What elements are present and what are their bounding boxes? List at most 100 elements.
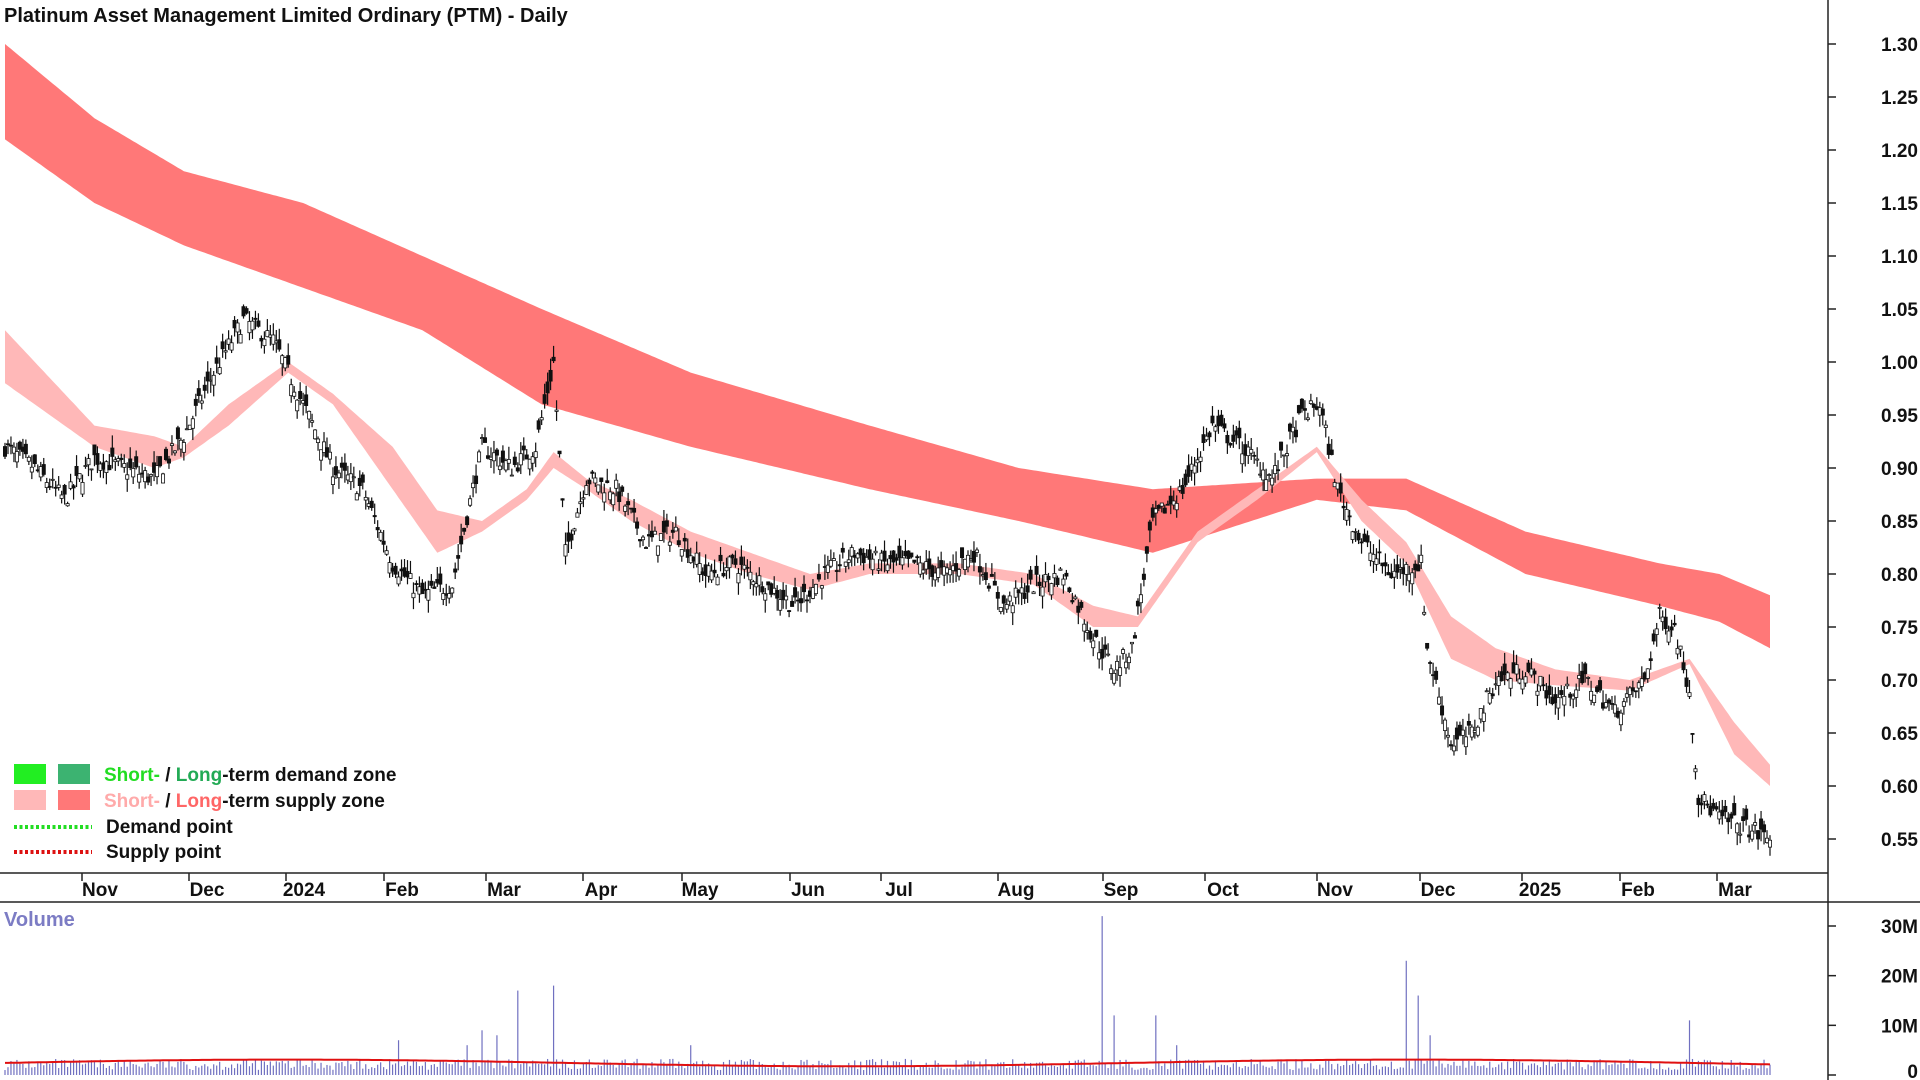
- candle-body: [1663, 616, 1668, 630]
- candle-body: [193, 398, 198, 406]
- candle-body: [372, 515, 377, 518]
- candle-body: [1484, 690, 1489, 693]
- candle-body: [957, 569, 962, 577]
- candle-body: [712, 569, 717, 574]
- candle-body: [354, 493, 359, 501]
- candle-body: [1040, 586, 1045, 597]
- candle-body: [918, 562, 923, 575]
- candle-body: [77, 473, 82, 480]
- candle-body: [602, 492, 607, 503]
- candle-body: [1025, 585, 1030, 593]
- candle-body: [146, 476, 151, 483]
- candle-body: [626, 501, 631, 506]
- candle-body: [1669, 626, 1674, 631]
- candle-body: [891, 550, 896, 563]
- candle-body: [44, 482, 49, 488]
- candle-body: [1639, 678, 1644, 687]
- candle-body: [17, 441, 22, 450]
- candle-body: [709, 570, 714, 581]
- candle-body: [14, 451, 19, 463]
- candle-body: [825, 564, 830, 573]
- time-tick-label: Oct: [1207, 880, 1239, 901]
- candle-body: [617, 491, 622, 503]
- candle-body: [8, 444, 13, 447]
- candle-body: [322, 441, 327, 453]
- candle-body: [477, 451, 482, 463]
- candle-body: [1547, 685, 1552, 695]
- candle-body: [1296, 405, 1301, 414]
- price-tick-label: 1.30: [1881, 35, 1918, 56]
- candle-body: [623, 505, 628, 512]
- candle-body: [867, 549, 872, 560]
- candle-body: [927, 558, 932, 570]
- candle-body: [578, 501, 583, 505]
- candle-body: [336, 472, 341, 479]
- time-tick-label: Feb: [385, 880, 419, 901]
- candle-body: [59, 494, 64, 499]
- candle-body: [569, 533, 574, 541]
- candle-body: [1365, 535, 1370, 543]
- candle-body: [307, 410, 312, 420]
- candle-body: [1377, 551, 1382, 554]
- candle-body: [954, 563, 959, 572]
- legend-label: Short- / Long-term supply zone: [104, 791, 385, 812]
- candle-body: [915, 556, 920, 559]
- volume-tick-label: 20M: [1881, 967, 1918, 988]
- candle-body: [1061, 578, 1066, 586]
- candle-body: [155, 465, 160, 478]
- candle-body: [494, 449, 499, 456]
- candle-body: [199, 400, 204, 404]
- candle-body: [1007, 595, 1012, 602]
- candle-body: [202, 384, 207, 391]
- candle-body: [1046, 575, 1051, 581]
- candle-body: [727, 556, 732, 569]
- candle-body: [733, 558, 738, 565]
- candle-body: [548, 369, 553, 382]
- candle-body: [1270, 477, 1275, 486]
- candle-body: [581, 497, 586, 500]
- candle-body: [1159, 502, 1164, 507]
- price-tick-label: 0.90: [1881, 459, 1918, 480]
- candle-body: [834, 570, 839, 572]
- candle-body: [530, 456, 535, 464]
- candle-body: [205, 371, 210, 382]
- candle-body: [1198, 456, 1203, 462]
- candle-body: [873, 550, 878, 554]
- candle-body: [849, 547, 854, 557]
- candle-body: [1633, 690, 1638, 693]
- candle-body: [1326, 443, 1331, 455]
- candle-body: [1276, 469, 1281, 472]
- candle-body: [1535, 690, 1540, 696]
- candle-body: [313, 429, 318, 440]
- candle-body: [748, 571, 753, 581]
- candle-body: [414, 583, 419, 585]
- candle-body: [1285, 453, 1290, 457]
- candle-body: [858, 548, 863, 556]
- volume-label: Volume: [4, 909, 75, 931]
- candle-body: [1064, 572, 1069, 577]
- candle-body: [1118, 667, 1123, 676]
- candle-body: [408, 573, 413, 579]
- candle-body: [1505, 672, 1510, 680]
- candle-body: [1126, 656, 1131, 664]
- candle-body: [1756, 830, 1761, 840]
- candle-body: [1612, 704, 1617, 714]
- price-tick-label: 0.85: [1881, 512, 1918, 533]
- candle-body: [363, 496, 368, 501]
- candle-body: [110, 447, 115, 457]
- candle-body: [715, 576, 720, 586]
- candle-body: [1434, 670, 1439, 680]
- candle-body: [92, 444, 97, 456]
- candle-body: [381, 540, 386, 545]
- time-tick-label: Nov: [1317, 880, 1353, 901]
- candle-body: [1523, 676, 1528, 684]
- candle-body: [1475, 726, 1480, 736]
- candle-body: [843, 561, 848, 567]
- candle-body: [989, 573, 994, 577]
- candle-body: [420, 582, 425, 595]
- candle-body: [211, 374, 216, 386]
- price-tick-label: 1.00: [1881, 353, 1918, 374]
- candle-body: [330, 476, 335, 485]
- candle-body: [644, 547, 649, 549]
- candle-body: [992, 580, 997, 586]
